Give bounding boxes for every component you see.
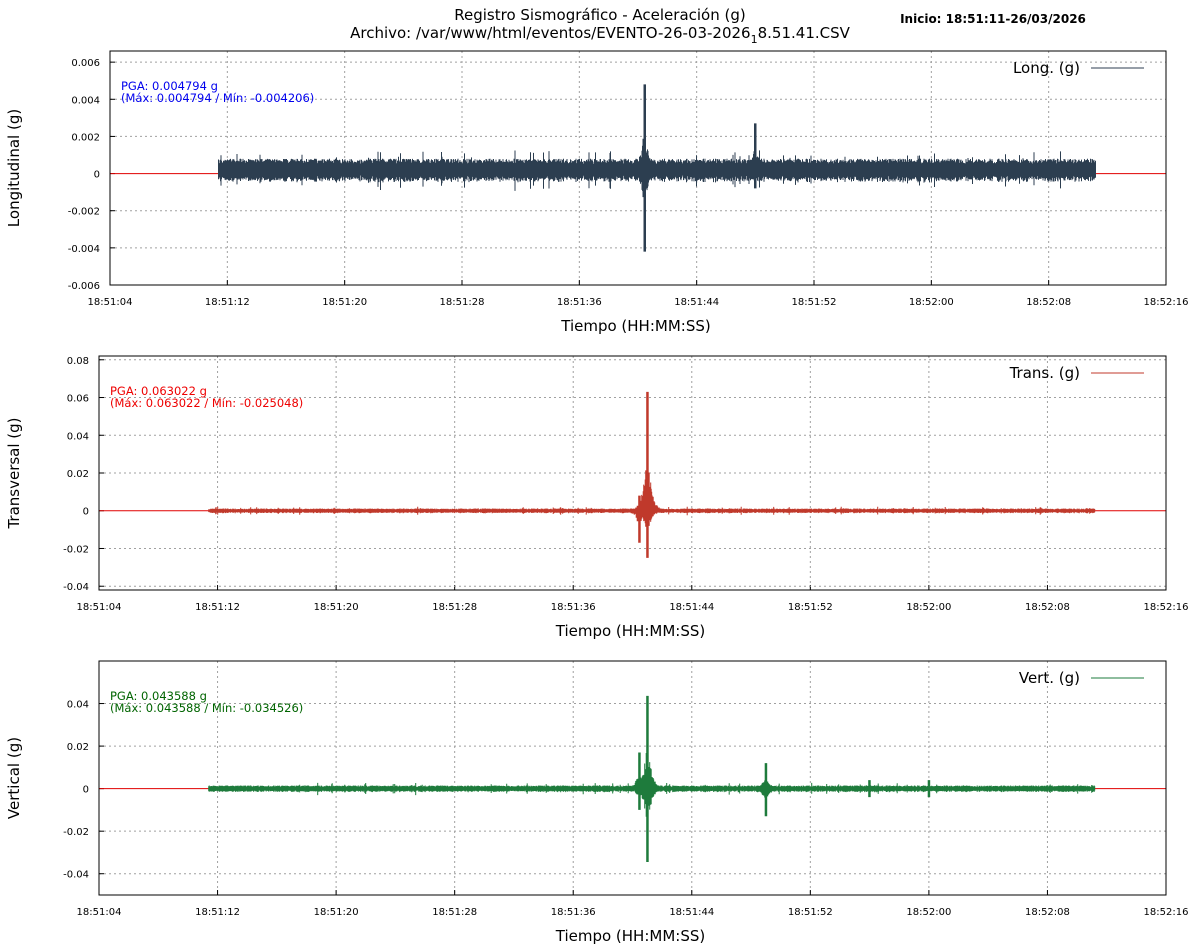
x-tick-label: 18:51:20 [322, 297, 367, 308]
trace-long [218, 84, 1096, 252]
max-min-annotation: (Máx: 0.063022 / Mín: -0.025048) [110, 396, 303, 410]
y-tick-label: 0.08 [67, 356, 89, 367]
x-tick-label: 18:51:04 [77, 907, 122, 918]
x-axis-label: Tiempo (HH:MM:SS) [555, 622, 705, 640]
x-tick-label: 18:52:08 [1026, 297, 1071, 308]
panel-vert: 18:51:04 18:51:12 18:51:20 18:51:28 18:51:36… [5, 660, 1189, 945]
pga-annotation: PGA: 0.004794 g [121, 79, 218, 93]
x-tick-label: 18:51:36 [551, 602, 596, 613]
y-tick-label: 0 [83, 507, 89, 518]
x-tick-label: 18:51:12 [195, 602, 240, 613]
pga-annotation: PGA: 0.043588 g [110, 689, 207, 703]
start-time-label: Inicio: 18:51:11-26/03/2026 [900, 12, 1086, 26]
trace-trans [208, 391, 1096, 558]
plot-frame [98, 660, 1167, 896]
legend-label: Trans. (g) [1009, 364, 1080, 382]
y-tick-label: -0.04 [63, 582, 89, 593]
figure-title: Registro Sismográfico - Aceleración (g) [454, 6, 745, 24]
y-tick-label: 0.04 [67, 700, 89, 711]
x-tick-label: 18:52:08 [1025, 602, 1070, 613]
y-tick-label: -0.02 [63, 544, 89, 555]
x-tick-label: 18:51:28 [432, 907, 477, 918]
y-tick-label: -0.006 [68, 281, 100, 292]
x-tick-label: 18:51:44 [669, 602, 714, 613]
x-tick-label: 18:51:52 [788, 602, 833, 613]
x-tick-label: 18:51:44 [669, 907, 714, 918]
file-path-subscript: 1 [751, 33, 758, 46]
x-tick-label: 18:51:12 [205, 297, 250, 308]
plot-frame [98, 355, 1167, 591]
x-axis-label: Tiempo (HH:MM:SS) [555, 927, 705, 945]
y-tick-label: 0.004 [71, 95, 100, 106]
y-tick-label: -0.04 [63, 870, 89, 881]
x-tick-label: 18:51:28 [440, 297, 485, 308]
x-tick-label: 18:51:36 [551, 907, 596, 918]
plot-frame [109, 50, 1167, 286]
y-axis-label: Longitudinal (g) [5, 109, 23, 227]
x-tick-label: 18:52:08 [1025, 907, 1070, 918]
trace-vert [208, 695, 1096, 862]
x-axis-label: Tiempo (HH:MM:SS) [560, 317, 710, 335]
x-tick-label: 18:52:00 [909, 297, 954, 308]
pga-annotation: PGA: 0.063022 g [110, 384, 207, 398]
x-tick-label: 18:51:04 [77, 602, 122, 613]
y-tick-label: 0.006 [71, 58, 100, 69]
x-tick-label: 18:51:52 [792, 297, 837, 308]
file-path-prefix: Archivo: /var/www/html/eventos/EVENTO-26… [350, 24, 751, 42]
x-tick-label: 18:52:16 [1144, 907, 1189, 918]
y-tick-label: 0.002 [71, 132, 100, 143]
y-tick-label: -0.002 [68, 207, 100, 218]
y-tick-label: 0 [94, 170, 100, 181]
x-tick-label: 18:51:04 [88, 297, 133, 308]
y-axis-label: Transversal (g) [5, 417, 23, 529]
x-tick-label: 18:51:44 [674, 297, 719, 308]
x-tick-label: 18:51:28 [432, 602, 477, 613]
legend-label: Vert. (g) [1019, 669, 1080, 687]
file-path-title: Archivo: /var/www/html/eventos/EVENTO-26… [350, 24, 851, 46]
x-tick-label: 18:52:16 [1144, 297, 1189, 308]
y-axis-label: Vertical (g) [5, 737, 23, 819]
y-tick-label: 0.02 [67, 742, 89, 753]
y-tick-label: 0.06 [67, 394, 89, 405]
x-tick-label: 18:51:12 [195, 907, 240, 918]
max-min-annotation: (Máx: 0.043588 / Mín: -0.034526) [110, 701, 303, 715]
panel-long: 18:51:04 18:51:12 18:51:20 18:51:28 18:51:36… [5, 50, 1189, 335]
max-min-annotation: (Máx: 0.004794 / Mín: -0.004206) [121, 91, 314, 105]
x-tick-label: 18:52:00 [906, 602, 951, 613]
y-tick-label: 0 [83, 785, 89, 796]
y-tick-label: 0.02 [67, 469, 89, 480]
x-tick-label: 18:51:20 [314, 602, 359, 613]
y-tick-label: 0.04 [67, 431, 89, 442]
x-tick-label: 18:52:16 [1144, 602, 1189, 613]
y-tick-label: -0.004 [68, 244, 100, 255]
x-tick-label: 18:51:36 [557, 297, 602, 308]
x-tick-label: 18:51:20 [314, 907, 359, 918]
x-tick-label: 18:52:00 [906, 907, 951, 918]
panels-group: 18:51:04 18:51:12 18:51:20 18:51:28 18:51:36… [5, 50, 1189, 945]
x-tick-label: 18:51:52 [788, 907, 833, 918]
file-path-suffix: 8.51.41.CSV [758, 24, 851, 42]
legend-label: Long. (g) [1013, 59, 1080, 77]
panel-trans: 18:51:04 18:51:12 18:51:20 18:51:28 18:51:36… [5, 355, 1189, 640]
y-tick-label: -0.02 [63, 827, 89, 838]
